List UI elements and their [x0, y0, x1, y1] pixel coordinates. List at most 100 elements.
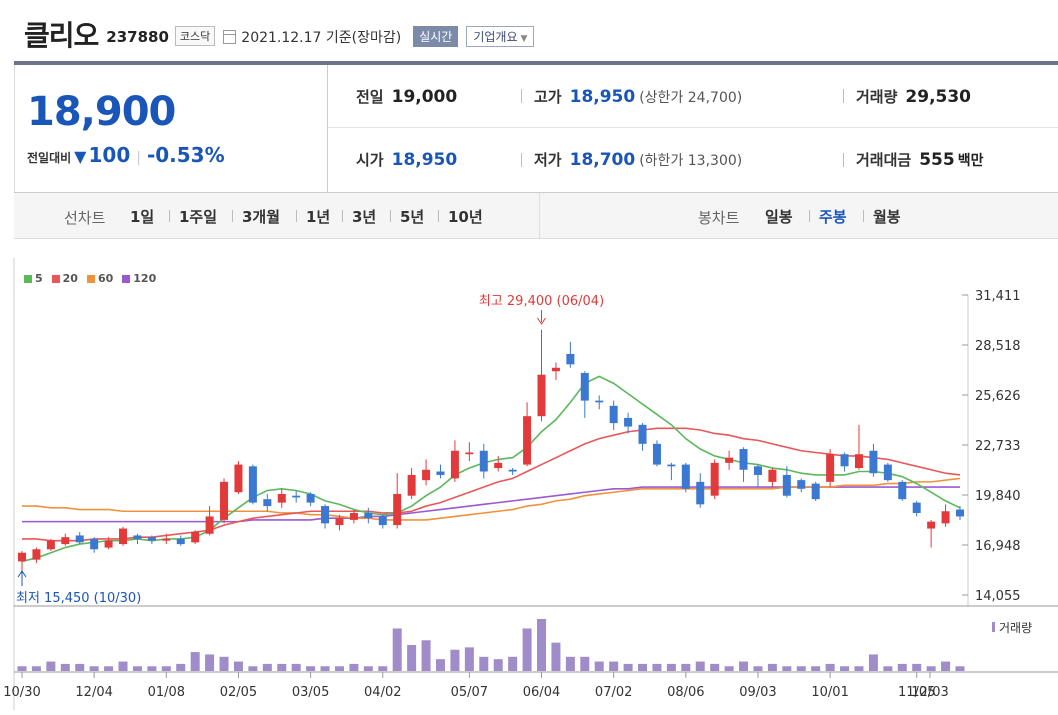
candle-body	[364, 512, 373, 519]
candle-body	[782, 474, 791, 496]
candle-body	[551, 367, 560, 372]
candle-body	[422, 469, 431, 481]
amount-value: 555	[919, 150, 955, 170]
volume-bar	[941, 661, 951, 671]
volume-bar	[219, 656, 229, 671]
volume-bar	[277, 663, 287, 671]
high-arrow-icon	[537, 317, 546, 325]
y-tick-label: 31,411	[975, 289, 1021, 304]
volume-bar	[565, 656, 575, 671]
period-10y[interactable]: 10년	[448, 208, 483, 226]
candle-body	[739, 449, 748, 470]
candle-body	[912, 502, 921, 513]
volume-bar	[407, 645, 417, 671]
volume-bar	[132, 666, 142, 671]
candle-body	[393, 493, 402, 526]
x-tick-label: 05/07	[451, 685, 488, 700]
volume-bar	[118, 661, 128, 671]
candle-body	[710, 462, 719, 496]
legend-label: 60	[97, 272, 114, 285]
high-price: 고가 18,950 (상한가 24,700)	[534, 86, 742, 107]
candle-body	[566, 353, 575, 365]
stock-name: 클리오	[24, 19, 99, 52]
y-tick-label: 19,840	[975, 489, 1021, 504]
candle-weekly[interactable]: 주봉	[819, 208, 847, 226]
period-5y[interactable]: 5년	[400, 208, 425, 226]
volume-bar	[666, 663, 676, 671]
volume-bar	[262, 663, 272, 671]
volume-value: 29,530	[905, 86, 972, 107]
volume-bar	[926, 666, 936, 671]
volume-bar	[435, 659, 445, 671]
legend-swatch	[24, 274, 32, 283]
volume-bar	[724, 666, 734, 671]
stock-code: 237880	[106, 28, 169, 46]
x-tick-label: 12/04	[75, 685, 112, 700]
amount-unit: 백만	[957, 153, 984, 169]
x-tick-label: 02/05	[220, 685, 257, 700]
high-annotation: 최고 29,400 (06/04)	[479, 294, 604, 309]
realtime-button[interactable]: 실시간	[413, 26, 459, 47]
volume-bar	[493, 659, 503, 671]
volume-bar	[233, 661, 243, 671]
period-1y[interactable]: 1년	[306, 208, 331, 226]
period-3m[interactable]: 3개월	[242, 208, 281, 226]
candle-body	[263, 499, 272, 507]
volume-bar	[537, 619, 547, 671]
candle-body	[927, 521, 936, 529]
x-tick-label: 07/02	[595, 685, 632, 700]
candle-body	[162, 538, 171, 541]
candle-body	[90, 538, 99, 550]
calendar-icon	[223, 30, 237, 44]
prev-close: 전일 19,000	[356, 86, 457, 107]
candle-body	[306, 493, 315, 503]
candle-body	[869, 450, 878, 474]
candle-body	[580, 372, 589, 401]
volume-bar	[753, 666, 763, 671]
candle-body	[811, 483, 820, 500]
volume-bar	[31, 666, 41, 671]
candle-body	[248, 466, 257, 503]
volume-bar	[363, 666, 373, 671]
volume-bar	[89, 666, 99, 671]
volume-bar	[912, 663, 922, 671]
volume-bar	[868, 654, 878, 671]
legend-swatch	[122, 274, 131, 283]
volume-bar	[782, 666, 792, 671]
series-line-ma5	[21, 375, 961, 563]
period-1w[interactable]: 1주일	[179, 208, 218, 226]
volume-bar	[609, 661, 619, 671]
period-1d[interactable]: 1일	[130, 208, 155, 226]
candle-daily[interactable]: 일봉	[765, 208, 793, 226]
volume-label: 거래량	[856, 87, 898, 106]
volume-bar	[796, 666, 806, 671]
candle-body	[479, 450, 488, 472]
volume-bar	[205, 654, 215, 671]
volume-bar	[147, 666, 157, 671]
volume-bar	[897, 663, 907, 671]
volume-bar	[840, 666, 850, 671]
volume-bar	[710, 663, 720, 671]
volume-bar	[104, 666, 114, 671]
candle-body	[638, 424, 647, 444]
volume-bar	[291, 663, 301, 671]
volume-bar	[767, 663, 777, 671]
company-overview-button[interactable]: 기업개요 ▼	[466, 26, 535, 47]
y-tick-label: 14,055	[975, 589, 1021, 604]
current-price-box: 18,900 전일대비 ▼ 100 | -0.53%	[14, 65, 328, 192]
candle-body	[696, 481, 705, 505]
candle-body	[119, 528, 128, 545]
period-3y[interactable]: 3년	[352, 208, 377, 226]
candle-body	[465, 452, 474, 455]
volume-bar	[75, 663, 85, 671]
candle-body	[840, 454, 849, 467]
legend-swatch	[51, 274, 60, 283]
candle-monthly[interactable]: 월봉	[873, 208, 901, 226]
chevron-down-icon: ▼	[520, 34, 528, 44]
y-tick-label: 28,518	[975, 339, 1021, 354]
volume-bar	[378, 666, 388, 671]
candle-body	[46, 540, 55, 550]
candle-body	[768, 469, 777, 482]
volume-bar	[638, 663, 648, 671]
